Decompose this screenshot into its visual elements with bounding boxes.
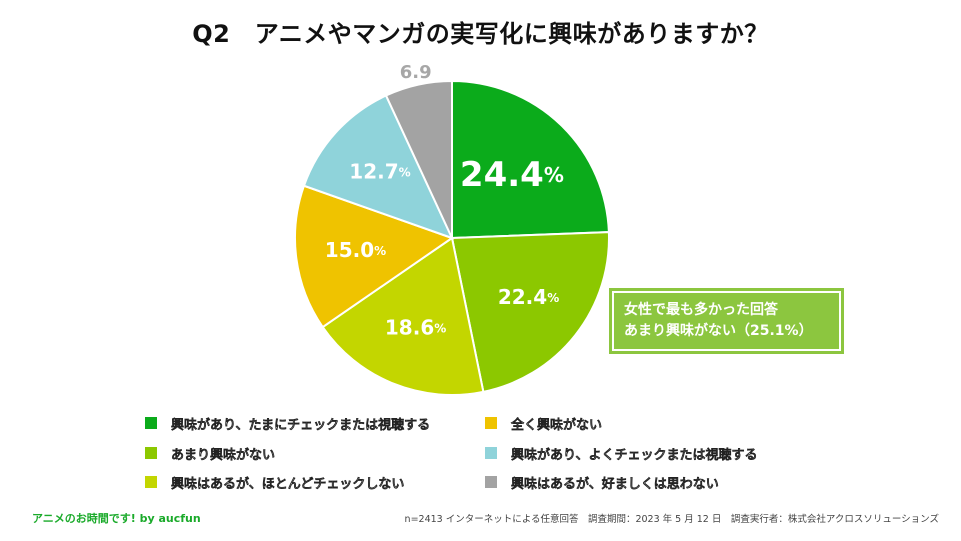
legend-item-1: あまり興味がない (145, 443, 275, 463)
legend-item-4: 興味があり、よくチェックまたは視聴する (485, 443, 758, 463)
legend-swatch (145, 417, 157, 429)
highlight-callout: 女性で最も多かった回答 あまり興味がない（25.1%） (609, 288, 844, 354)
slice-value-label-0: 24.4% (460, 154, 564, 194)
brand-credit: アニメのお時間です! by aucfun (32, 512, 201, 525)
legend-label: 興味があり、よくチェックまたは視聴する (511, 447, 758, 463)
legend-label: あまり興味がない (171, 447, 276, 463)
legend-label: 興味はあるが、ほとんどチェックしない (171, 476, 405, 492)
legend-label: 全く興味がない (511, 417, 603, 433)
legend-item-5: 興味はあるが、好ましくは思わない (485, 472, 719, 492)
chart-title: Q2 アニメやマンガの実写化に興味がありますか？ (192, 20, 769, 48)
callout-line-2: あまり興味がない（25.1%） (624, 323, 813, 339)
legend-swatch (485, 476, 497, 488)
legend-label: 興味があり、たまにチェックまたは視聴する (171, 417, 431, 433)
pie-slice-4 (302, 94, 454, 240)
slice-value-label-4: 12.7% (349, 159, 410, 183)
pie-slice-5 (384, 79, 453, 239)
pie-slice-0 (451, 79, 610, 240)
survey-note: n=2413 インターネットによる任意回答 調査期間：2023 年 5 月 12… (404, 514, 939, 525)
slice-value-label-5: 6.9 (400, 62, 432, 83)
legend-swatch (485, 417, 497, 429)
pie-slice-1 (450, 231, 610, 394)
legend-swatch (485, 447, 497, 459)
slice-value-label-3: 15.0% (325, 237, 386, 261)
legend-swatch (145, 476, 157, 488)
legend-item-3: 全く興味がない (485, 413, 602, 433)
pie-slice-3 (294, 184, 455, 329)
legend-label: 興味はあるが、好ましくは思わない (511, 476, 719, 492)
slice-value-label-1: 22.4% (498, 285, 559, 309)
legend-item-2: 興味はあるが、ほとんどチェックしない (145, 472, 405, 492)
legend-item-0: 興味があり、たまにチェックまたは視聴する (145, 413, 430, 433)
legend-swatch (145, 447, 157, 459)
pie-slice-2 (321, 236, 485, 396)
callout-line-1: 女性で最も多かった回答 (624, 302, 778, 318)
slice-value-label-2: 18.6% (385, 315, 446, 339)
